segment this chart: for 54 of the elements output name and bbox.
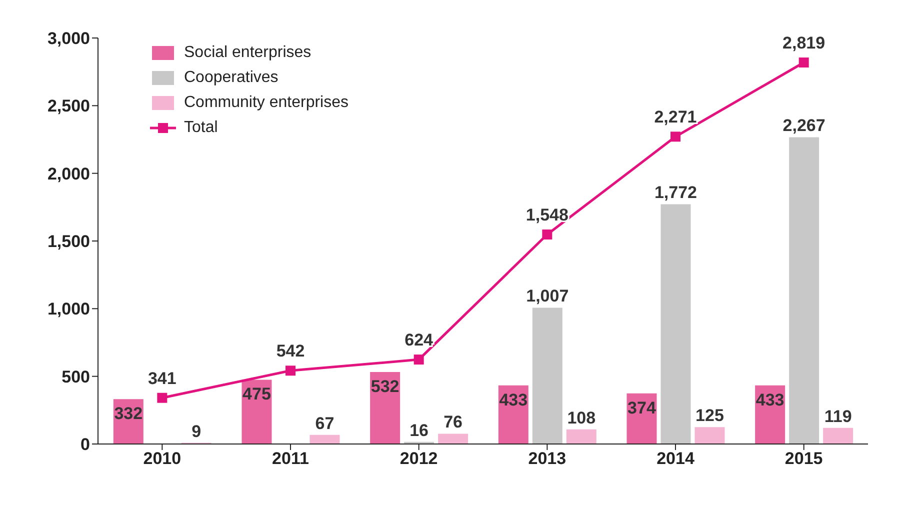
point <box>542 230 552 240</box>
y-tick-label: 2,000 <box>47 164 90 184</box>
data-label: 1,772 <box>654 183 698 202</box>
point <box>286 366 296 376</box>
data-label: 332 <box>114 404 143 424</box>
x-tick-label: 2012 <box>400 449 438 468</box>
data-label: 341 <box>148 368 176 388</box>
y-tick-label: 1,000 <box>47 300 90 319</box>
data-label: 1,007 <box>526 286 569 306</box>
bar <box>789 137 820 444</box>
x-tick-label: 2010 <box>143 449 182 468</box>
legend-label: Social enterprises <box>184 44 312 62</box>
data-label: 9 <box>192 422 202 441</box>
legend-label: Cooperatives <box>184 69 278 87</box>
data-label: 1,548 <box>526 206 568 225</box>
data-label: 624 <box>404 330 434 350</box>
y-tick-label: 3,000 <box>47 29 90 48</box>
bar <box>370 372 400 444</box>
data-label: 2,819 <box>782 33 826 52</box>
legend-label: Total <box>184 119 218 137</box>
bar <box>660 204 691 444</box>
point <box>157 392 168 403</box>
point <box>414 354 424 365</box>
data-label: 67 <box>315 414 334 433</box>
data-label: 125 <box>696 406 724 426</box>
legend-label: Community enterprises <box>184 94 348 112</box>
data-label: 2,271 <box>654 108 697 127</box>
data-label: 475 <box>242 384 271 404</box>
x-tick-label: 2014 <box>656 449 695 468</box>
point <box>670 132 680 142</box>
bar <box>532 308 562 444</box>
data-label: 542 <box>276 342 305 361</box>
data-label: 532 <box>370 377 400 396</box>
y-tick-label: 0 <box>80 435 90 454</box>
data-label: 374 <box>628 398 656 418</box>
x-tick-label: 2015 <box>784 449 823 468</box>
data-label: 76 <box>444 412 463 432</box>
bar <box>694 427 725 444</box>
data-label: 119 <box>824 406 852 426</box>
x-tick-label: 2013 <box>528 449 566 468</box>
bar <box>438 434 468 444</box>
point <box>798 57 809 68</box>
bar <box>566 429 596 444</box>
data-label: 108 <box>567 408 596 428</box>
data-label: 433 <box>756 390 784 410</box>
bar <box>310 434 340 444</box>
data-label: 16 <box>410 420 429 440</box>
data-label: 2,267 <box>782 116 826 136</box>
y-tick-label: 1,500 <box>47 232 90 252</box>
y-tick-label: 500 <box>62 367 90 386</box>
bar <box>823 428 854 444</box>
data-label: 433 <box>499 390 528 410</box>
x-tick-label: 2011 <box>272 449 309 468</box>
y-tick-label: 2,500 <box>47 96 90 116</box>
